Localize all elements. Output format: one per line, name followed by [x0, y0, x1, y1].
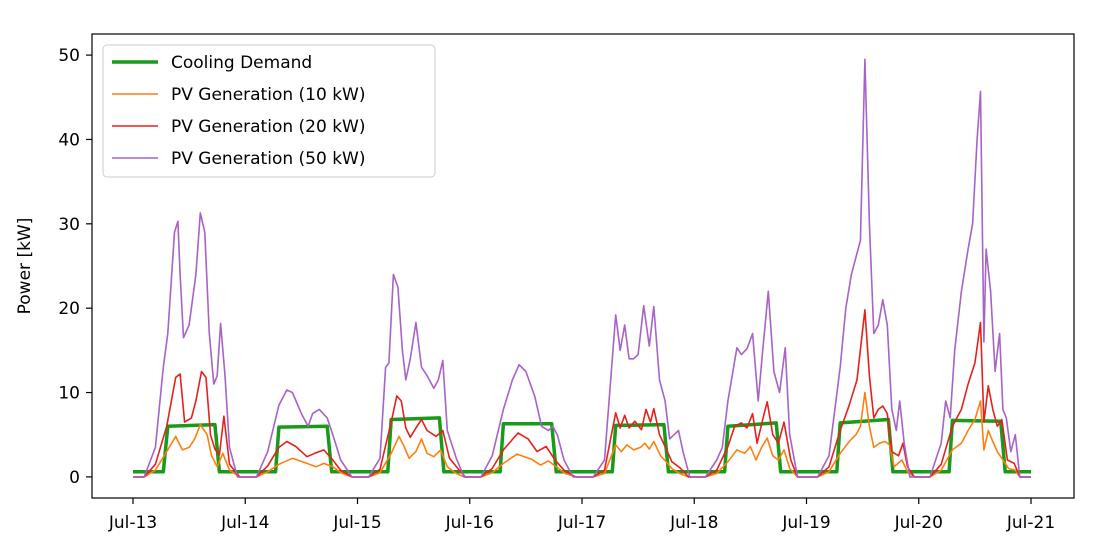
- y-tick-label: 0: [69, 468, 80, 488]
- legend-label: PV Generation (20 kW): [171, 117, 365, 137]
- x-tick-label: Jul-16: [445, 513, 494, 533]
- x-tick-label: Jul-19: [781, 513, 830, 533]
- series-line-pv-generation-10-kw: [133, 391, 1031, 478]
- axes-frame: [91, 33, 1075, 499]
- x-tick-label: Jul-17: [557, 513, 606, 533]
- x-tick-label: Jul-15: [332, 513, 381, 533]
- legend-box: [102, 44, 436, 178]
- legend-label: PV Generation (10 kW): [171, 85, 365, 105]
- x-tick-label: Jul-14: [220, 513, 269, 533]
- y-tick-label: 20: [58, 299, 80, 319]
- plot-area: [133, 58, 1031, 478]
- legend-label: Cooling Demand: [171, 53, 312, 73]
- legend: Cooling Demand PV Generation (10 kW) PV Ge…: [102, 44, 436, 178]
- y-tick-label: 10: [58, 384, 80, 404]
- series-line-pv-generation-50-kw: [133, 58, 1031, 478]
- y-tick-label: 50: [58, 46, 80, 66]
- legend-label: PV Generation (50 kW): [171, 149, 365, 169]
- tick-marks: [86, 54, 1032, 504]
- y-tick-label: 30: [58, 215, 80, 235]
- x-tick-label: Jul-21: [1006, 513, 1055, 533]
- tick-labels: 0 10 20 30 40 50 Jul-13 Jul-14 Jul-15 Jul-16 Jul-1…: [58, 46, 1055, 533]
- x-tick-label: Jul-18: [669, 513, 718, 533]
- y-axis-label: Power [kW]: [15, 218, 35, 315]
- x-tick-label: Jul-13: [108, 513, 157, 533]
- x-tick-label: Jul-20: [894, 513, 943, 533]
- y-tick-label: 40: [58, 130, 80, 150]
- series-line-pv-generation-20-kw: [133, 309, 1031, 478]
